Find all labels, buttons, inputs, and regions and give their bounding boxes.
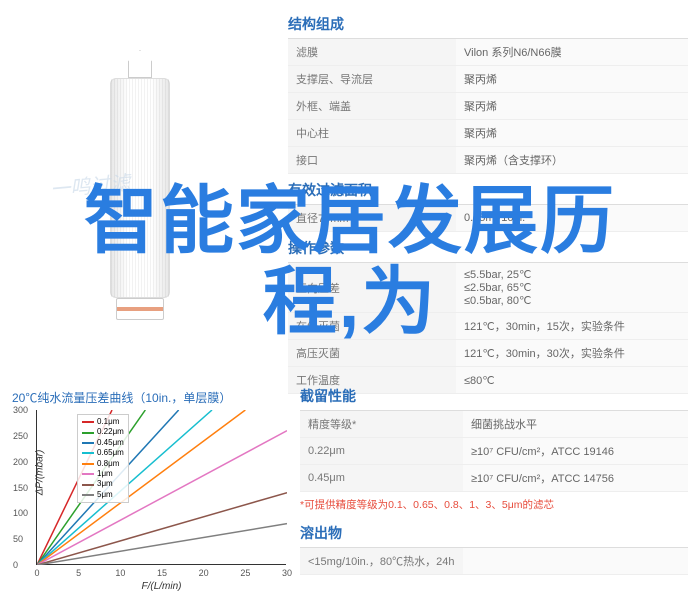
table-cell: 0.45μm (300, 465, 463, 492)
table-cell: 121℃，30min，30次，实验条件 (456, 340, 688, 367)
product-image: 一鸣过滤 (0, 0, 280, 380)
table-params: 正向压差≤5.5bar, 25℃ ≤2.5bar, 65℃ ≤0.5bar, 8… (288, 263, 688, 394)
section-title-params: 操作参数 (288, 232, 688, 263)
section-title-retention: 截留性能 (300, 380, 688, 411)
retention-note: *可提供精度等级为0.1、0.65、0.8、1、3、5μm的滤芯 (300, 492, 688, 517)
table-cell: 聚丙烯 (456, 66, 688, 93)
table-cell: Vilon 系列N6/N66膜 (456, 39, 688, 66)
table-cell: ≤5.5bar, 25℃ ≤2.5bar, 65℃ ≤0.5bar, 80℃ (456, 263, 688, 313)
table-extract: <15mg/10in.，80℃热水，24h (300, 548, 688, 575)
table-cell: 直径70mm (288, 205, 456, 232)
table-cell: 精度等级* (300, 411, 463, 438)
table-cell: 0.65m²/10in. (456, 205, 688, 232)
table-cell: 接口 (288, 147, 456, 174)
table-structure: 滤膜Vilon 系列N6/N66膜支撑层、导流层聚丙烯外框、端盖聚丙烯中心柱聚丙… (288, 39, 688, 174)
table-retention: 精度等级*细菌挑战水平0.22μm≥10⁷ CFU/cm²，ATCC 19146… (300, 411, 688, 492)
section-title-extract: 溶出物 (300, 517, 688, 548)
table-cell: 支撑层、导流层 (288, 66, 456, 93)
table-cell: 121℃，30min，15次，实验条件 (456, 313, 688, 340)
table-cell: 聚丙烯 (456, 120, 688, 147)
chart-title: 20℃纯水流量压差曲线（10in.，单层膜） (12, 385, 282, 410)
table-cell: 细菌挑战水平 (463, 411, 688, 438)
table-area: 直径70mm0.65m²/10in. (288, 205, 688, 232)
table-cell: 正向压差 (288, 263, 456, 313)
x-axis-label: F/(L/min) (142, 581, 182, 592)
table-cell: 在线灭菌 (288, 313, 456, 340)
pressure-flow-chart: ΔP/(mbar) F/(L/min) 05010015020025030005… (36, 410, 286, 565)
table-cell: 外框、端盖 (288, 93, 456, 120)
table-cell: 聚丙烯（含支撑环） (456, 147, 688, 174)
section-title-structure: 结构组成 (288, 8, 688, 39)
table-cell: 0.22μm (300, 438, 463, 465)
table-cell: 高压灭菌 (288, 340, 456, 367)
table-cell: ≥10⁷ CFU/cm²，ATCC 14756 (463, 465, 688, 492)
section-title-area: 有效过滤面积 (288, 174, 688, 205)
table-cell: <15mg/10in.，80℃热水，24h (300, 548, 463, 575)
table-cell: 中心柱 (288, 120, 456, 147)
table-cell: 聚丙烯 (456, 93, 688, 120)
table-cell (463, 548, 688, 575)
table-cell: 滤膜 (288, 39, 456, 66)
table-cell: ≥10⁷ CFU/cm²，ATCC 19146 (463, 438, 688, 465)
